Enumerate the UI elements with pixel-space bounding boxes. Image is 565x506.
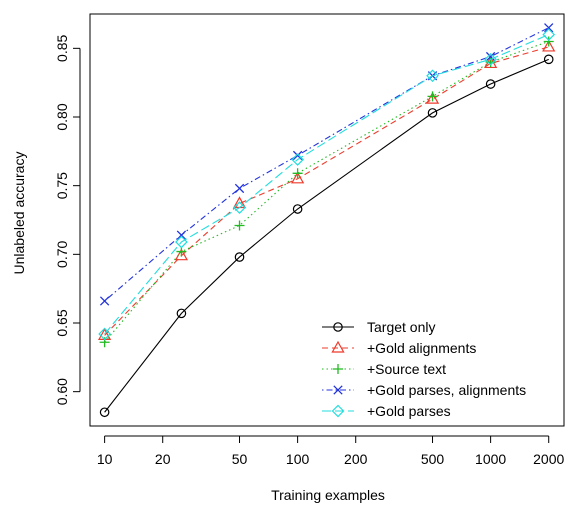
data-point [543, 54, 554, 65]
legend-label: +Gold parses, alignments [367, 382, 526, 398]
data-point [234, 252, 245, 262]
series-line [104, 34, 549, 335]
data-point [99, 296, 110, 306]
legend: Target only +Gold alignments +Source text +… [322, 319, 526, 419]
x-tick-label: 2000 [533, 451, 564, 467]
data-point [292, 168, 303, 179]
data-point [292, 204, 303, 214]
y-tick-label: 0.70 [54, 240, 70, 267]
data-point [174, 248, 189, 261]
series-4 [99, 23, 554, 306]
data-point [234, 183, 245, 194]
y-tick-label: 0.75 [54, 172, 70, 199]
data-point [234, 220, 245, 231]
x-tick-label: 50 [232, 451, 248, 467]
series-line [104, 27, 549, 302]
x-tick-label: 1000 [475, 451, 506, 467]
data-point [544, 23, 554, 33]
legend-label: Target only [367, 319, 435, 335]
data-point [427, 91, 438, 102]
series-5 [98, 28, 556, 341]
data-point [543, 36, 554, 47]
series-1 [99, 54, 554, 418]
y-tick-label: 0.85 [54, 34, 70, 61]
legend-label: +Source text [367, 361, 446, 377]
legend-item: +Gold parses, alignments [322, 382, 526, 398]
axes: 10 20 50 100 200 500 1000 2000 0.60 0.65 0.70 0.75 0… [54, 13, 565, 467]
series-line [104, 40, 549, 343]
x-tick-label: 200 [344, 451, 368, 467]
data-point [542, 39, 556, 52]
data-point [176, 308, 187, 319]
legend-label: +Gold alignments [367, 340, 476, 356]
data-point [291, 153, 304, 166]
data-point [425, 91, 440, 104]
x-tick-label: 100 [286, 451, 310, 467]
data-point [485, 79, 496, 89]
y-tick-label: 0.65 [54, 309, 70, 336]
series-3 [99, 36, 554, 348]
data-point [176, 230, 187, 240]
legend-marker [333, 322, 343, 332]
data-point [233, 201, 246, 214]
legend-marker [331, 404, 345, 418]
legend-item: Target only [322, 319, 435, 335]
x-tick-label: 10 [97, 451, 113, 467]
data-point [99, 407, 110, 418]
legend-marker [333, 364, 343, 374]
x-axis-label: Training examples [271, 487, 385, 503]
data-point [426, 69, 439, 83]
legend-marker [331, 340, 345, 353]
y-tick-label: 0.80 [54, 103, 70, 130]
x-tick-label: 500 [421, 451, 445, 467]
data-point [290, 171, 305, 184]
y-tick-label: 0.60 [54, 378, 70, 405]
series-layer [97, 23, 556, 418]
series-line [104, 46, 549, 336]
legend-marker [333, 385, 343, 395]
y-axis-label: Unlabeled accuracy [11, 152, 27, 275]
data-point [98, 327, 111, 341]
data-point [427, 108, 438, 118]
series-line [104, 58, 549, 413]
data-point [175, 235, 188, 249]
data-point [484, 52, 497, 66]
legend-label: +Gold parses [367, 403, 451, 419]
x-tick-label: 20 [155, 451, 171, 467]
legend-item: +Source text [322, 361, 446, 377]
data-point [542, 28, 556, 41]
data-point [485, 51, 496, 62]
plot-frame [89, 13, 565, 427]
legend-item: +Gold parses [322, 403, 451, 419]
legend-item: +Gold alignments [322, 340, 476, 356]
